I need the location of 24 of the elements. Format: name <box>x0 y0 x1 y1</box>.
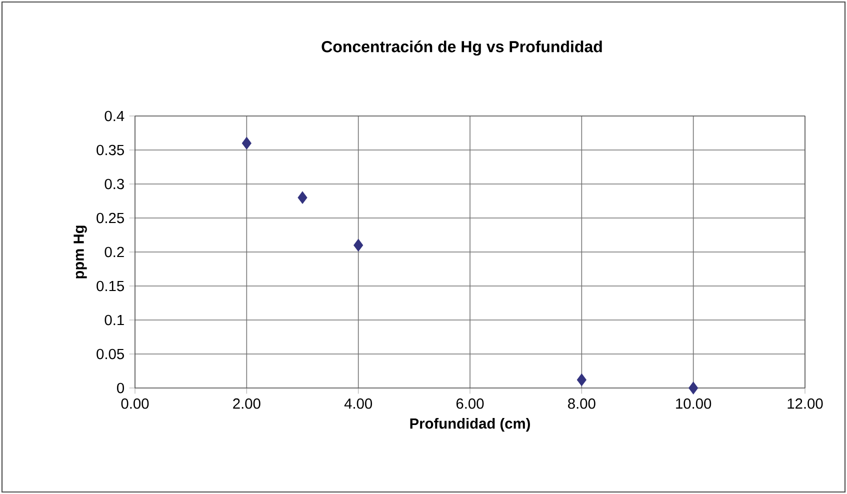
x-tick-label: 12.00 <box>788 398 823 409</box>
y-tick-label: 0.05 <box>96 348 124 360</box>
y-tick-label: 0.15 <box>96 280 124 292</box>
y-tick-label: 0.4 <box>104 110 124 122</box>
y-tick-label: 0.2 <box>104 246 124 258</box>
x-axis-title: Profundidad (cm) <box>410 418 530 432</box>
x-tick-label: 10.00 <box>676 398 712 409</box>
x-tick-label: 6.00 <box>456 398 484 409</box>
x-tick-label: 4.00 <box>344 398 372 409</box>
x-tick-label: 0.00 <box>121 398 149 409</box>
point <box>576 374 586 386</box>
x-tick-label: 8.00 <box>568 398 596 409</box>
point <box>242 136 252 150</box>
y-tick-label: 0.1 <box>104 314 124 326</box>
point <box>688 382 698 394</box>
point <box>298 191 308 204</box>
y-tick-label: 0 <box>117 382 124 394</box>
y-tick-label: 0.25 <box>96 212 124 224</box>
y-tick-label: 0.35 <box>96 144 124 156</box>
y-tick-label: 0.3 <box>104 178 124 190</box>
point <box>354 238 364 252</box>
y-axis-title: ppm Hg <box>74 226 87 278</box>
chart-title: Concentración de Hg vs Profundidad <box>322 40 602 56</box>
x-tick-label: 2.00 <box>233 398 260 409</box>
